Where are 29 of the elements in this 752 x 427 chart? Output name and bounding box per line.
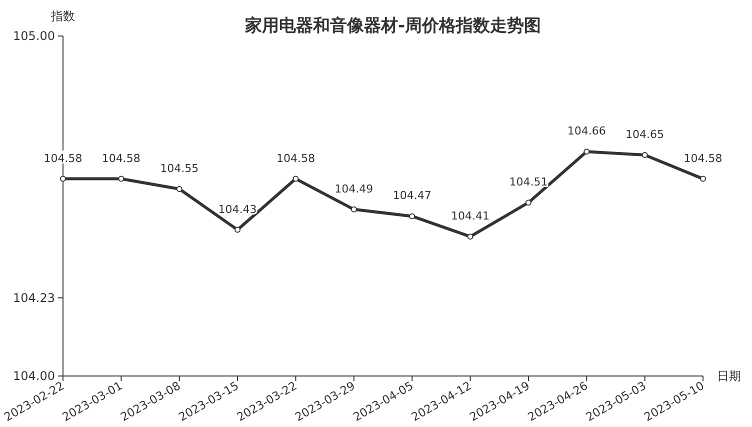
y-tick-label: 104.00 bbox=[13, 369, 55, 383]
data-label: 104.65 bbox=[626, 128, 664, 141]
x-axis-title: 日期 bbox=[717, 369, 741, 383]
point bbox=[700, 176, 706, 182]
point bbox=[584, 148, 590, 155]
point bbox=[60, 176, 66, 182]
point bbox=[350, 206, 357, 212]
point bbox=[118, 176, 124, 182]
data-label: 104.58 bbox=[102, 152, 140, 165]
point bbox=[642, 152, 648, 158]
data-label: 104.41 bbox=[451, 210, 490, 223]
y-tick-label: 104.23 bbox=[13, 290, 55, 305]
point bbox=[409, 213, 416, 220]
point bbox=[292, 176, 299, 182]
data-label: 104.58 bbox=[276, 152, 315, 165]
data-label: 104.58 bbox=[684, 152, 722, 165]
data-label: 104.49 bbox=[334, 182, 374, 196]
y-tick-label: 105.00 bbox=[13, 29, 55, 43]
point bbox=[176, 186, 182, 192]
y-axis-title: 指数 bbox=[50, 9, 75, 23]
data-label: 104.43 bbox=[218, 202, 257, 216]
data-label: 104.55 bbox=[160, 162, 199, 175]
point bbox=[467, 234, 474, 240]
data-label: 104.51 bbox=[509, 176, 548, 189]
point bbox=[525, 200, 532, 206]
data-label: 104.47 bbox=[392, 189, 432, 202]
point bbox=[234, 226, 241, 233]
data-label: 104.66 bbox=[567, 124, 606, 138]
chart-title: 家用电器和音像器材-周价格指数走势图 bbox=[244, 16, 542, 36]
